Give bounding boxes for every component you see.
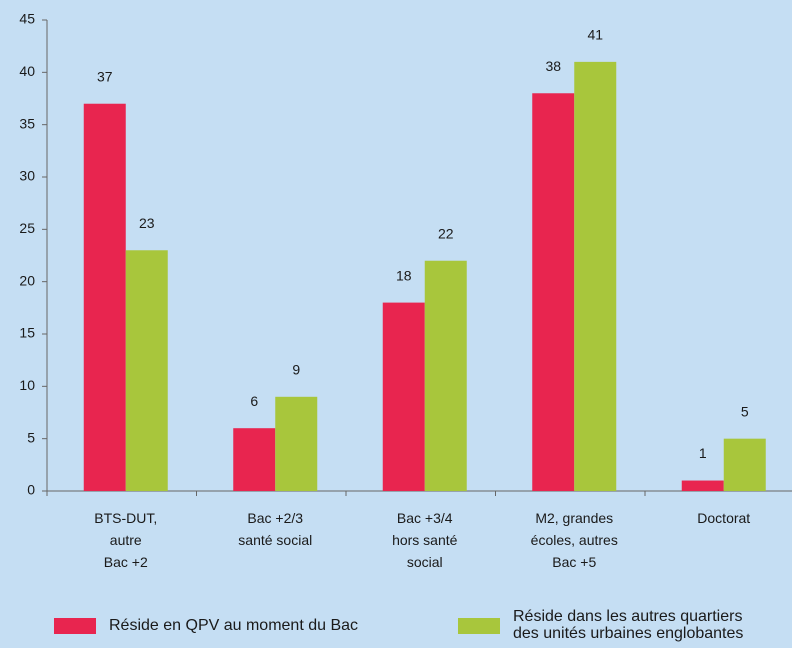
x-tick-label: Doctorat — [697, 510, 751, 526]
value-label: 1 — [699, 445, 707, 461]
x-tick-label: Bac +2/3 santé social — [238, 510, 313, 548]
bar — [723, 438, 766, 491]
y-tick-label: 25 — [19, 220, 35, 236]
bar — [275, 396, 318, 491]
legend-swatch — [458, 618, 500, 634]
legend-swatch — [54, 618, 96, 634]
value-label: 23 — [139, 215, 155, 231]
bar — [83, 103, 126, 491]
y-tick-label: 20 — [19, 272, 35, 288]
value-label: 41 — [587, 27, 603, 43]
value-label: 37 — [97, 68, 113, 84]
y-tick-label: 10 — [19, 377, 35, 393]
value-label: 5 — [741, 403, 749, 419]
x-tick-label: Bac +3/4 hors santé social — [392, 510, 458, 570]
x-tick-label: BTS-DUT, autre Bac +2 — [94, 510, 158, 570]
bar — [681, 480, 724, 491]
y-tick-label: 45 — [19, 11, 35, 27]
y-tick-label: 40 — [19, 63, 35, 79]
value-label: 22 — [438, 225, 454, 241]
bar — [382, 302, 425, 491]
bar — [532, 93, 575, 492]
x-tick-label: M2, grandes écoles, autres Bac +5 — [530, 510, 618, 570]
y-tick-label: 35 — [19, 115, 35, 131]
legend-label: Réside dans les autres quartiers des uni… — [513, 608, 744, 642]
bar — [233, 428, 276, 491]
value-label: 9 — [292, 362, 300, 378]
y-tick-label: 0 — [27, 482, 35, 498]
value-label: 18 — [396, 267, 412, 283]
bar — [424, 260, 467, 491]
y-tick-label: 5 — [27, 429, 35, 445]
legend-label: Réside en QPV au moment du Bac — [109, 617, 359, 634]
y-tick-label: 15 — [19, 325, 35, 341]
value-label: 38 — [545, 58, 561, 74]
bar — [125, 250, 168, 491]
bar — [574, 61, 617, 491]
y-tick-label: 30 — [19, 168, 35, 184]
value-label: 6 — [250, 393, 258, 409]
